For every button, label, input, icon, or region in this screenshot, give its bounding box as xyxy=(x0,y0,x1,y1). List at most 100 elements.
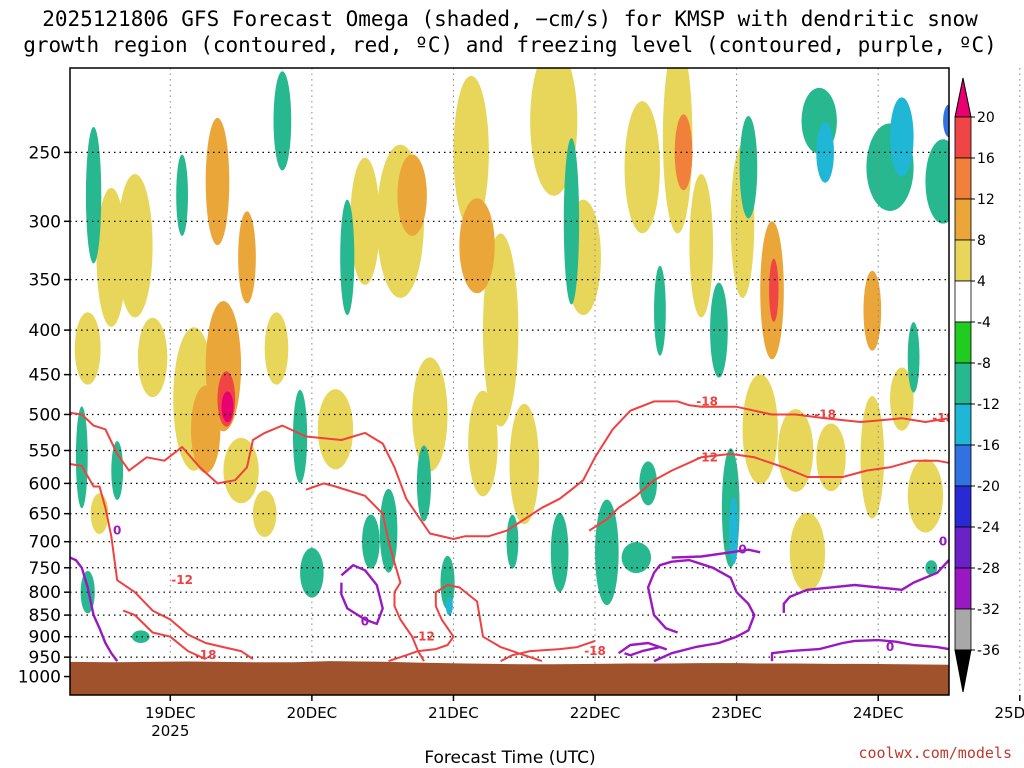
omega-cell xyxy=(530,68,578,196)
omega-cell xyxy=(74,312,101,385)
contour-label: -18 xyxy=(932,411,954,425)
dgz-contour xyxy=(122,609,207,661)
x-tick-label: 21DEC xyxy=(428,704,479,722)
colorbar-segment xyxy=(954,608,972,651)
dgz-contour xyxy=(305,482,425,662)
y-tick-label: 900 xyxy=(29,628,61,648)
y-tick-label: 950 xyxy=(29,648,61,668)
omega-cell xyxy=(111,441,124,500)
omega-cell xyxy=(890,97,914,177)
colorbar-tick-label: -16 xyxy=(977,438,1000,454)
omega-cell xyxy=(621,542,652,574)
omega-cell xyxy=(860,396,885,519)
freezing-contour xyxy=(770,638,949,662)
credit-text: coolwx.com/models xyxy=(858,744,1012,762)
omega-cell xyxy=(739,115,758,219)
freezing-contour xyxy=(70,556,119,662)
colorbar-tick-label: -24 xyxy=(977,520,1000,536)
colorbar-tick-label: -4 xyxy=(977,315,991,331)
omega-cell xyxy=(85,126,102,264)
colorbar-tick-label: 4 xyxy=(977,274,986,290)
contour-label: -18 xyxy=(195,648,217,662)
chart-title-line-2: growth region (contoured, red, ºC) and f… xyxy=(23,33,997,57)
omega-cell xyxy=(221,391,234,423)
omega-cell xyxy=(769,258,779,322)
omega-cell xyxy=(238,211,256,304)
y-tick-label: 600 xyxy=(29,474,61,494)
contour-label: -12 xyxy=(696,450,718,464)
contour-label: 0 xyxy=(886,640,894,654)
contour-label: -18 xyxy=(696,394,718,408)
colorbar-segment xyxy=(954,239,972,282)
contour-label: -12 xyxy=(985,466,1007,480)
omega-cell xyxy=(350,157,380,285)
dgz-contour xyxy=(388,584,543,663)
plot-frame xyxy=(69,67,950,696)
omega-cell xyxy=(416,445,432,522)
x-tick-label: 25DEC xyxy=(994,704,1024,722)
y-axis-ticks: 2503003504004505005506006507007508008509… xyxy=(18,143,70,688)
contour-label: 0 xyxy=(113,524,121,538)
colorbar-tick-label: -8 xyxy=(977,356,991,372)
omega-shading-layer xyxy=(74,68,1024,644)
omega-cell xyxy=(925,560,938,576)
colorbar-segment xyxy=(954,444,972,487)
y-tick-label: 700 xyxy=(29,533,61,553)
y-tick-label: 450 xyxy=(29,366,61,386)
omega-cell xyxy=(1009,523,1018,550)
colorbar-tick-label: -36 xyxy=(977,643,1000,659)
colorbar-tick-label: 20 xyxy=(977,110,995,126)
omega-cell xyxy=(482,233,519,427)
freezing-contour-layer: 0 0 0 0 0 xyxy=(70,524,949,663)
contour-label: -12 xyxy=(171,573,193,587)
colorbar-segment xyxy=(954,116,972,159)
omega-cell xyxy=(907,322,920,393)
omega-cell xyxy=(742,374,778,485)
dgz-contour xyxy=(70,400,949,540)
contour-label: -18 xyxy=(814,407,836,421)
omega-cell xyxy=(459,198,495,294)
chart-title-line-1: 2025121806 GFS Forecast Omega (shaded, −… xyxy=(42,7,978,31)
omega-cell xyxy=(292,389,308,484)
colorbar-segment xyxy=(954,403,972,446)
x-tick-label: 20DEC xyxy=(287,704,338,722)
x-tick-label: 19DEC xyxy=(145,704,196,722)
y-tick-label: 350 xyxy=(29,271,61,291)
omega-cell xyxy=(397,154,427,236)
colorbar-tick-label: -28 xyxy=(977,561,1000,577)
omega-cell xyxy=(689,173,714,318)
freezing-contour xyxy=(671,548,761,559)
colorbar-segment xyxy=(954,485,972,528)
colorbar-bottom-arrow xyxy=(954,649,972,693)
omega-cell xyxy=(131,630,150,644)
omega-cell xyxy=(816,122,834,183)
omega-cell xyxy=(468,390,498,497)
y-tick-label: 250 xyxy=(29,143,61,163)
omega-cell xyxy=(1008,423,1024,491)
y-tick-label: 300 xyxy=(29,212,61,232)
x-axis-label: Forecast Time (UTC) xyxy=(424,748,595,768)
colorbar-top-arrow xyxy=(954,77,972,118)
omega-cell xyxy=(176,154,188,236)
x-tick-label: 22DEC xyxy=(570,704,621,722)
x-tick-label: 24DEC xyxy=(853,704,904,722)
y-tick-label: 650 xyxy=(29,505,61,525)
omega-cell xyxy=(137,317,168,398)
y-tick-label: 500 xyxy=(29,405,61,425)
colorbar-tick-label: -32 xyxy=(977,602,1000,618)
omega-cell xyxy=(264,312,289,385)
y-tick-label: 1000 xyxy=(18,668,61,688)
omega-cell xyxy=(550,512,569,592)
omega-cell xyxy=(379,488,398,573)
omega-cell xyxy=(75,406,88,509)
omega-cell xyxy=(1008,630,1020,643)
colorbar: 20 16 12 8 4 -4 -8 -12 -16 -20 -24 -28 -32 -36 xyxy=(954,77,1000,693)
dgz-contour-layer: -18 -18 -18 -12 -18 -12 -18 -12 -12 xyxy=(70,394,1007,663)
omega-cell xyxy=(710,282,728,378)
omega-cell xyxy=(509,403,539,525)
omega-cell xyxy=(362,514,380,569)
colorbar-tick-label: 16 xyxy=(977,151,995,167)
omega-cell xyxy=(117,173,153,318)
omega-cell xyxy=(205,117,230,246)
